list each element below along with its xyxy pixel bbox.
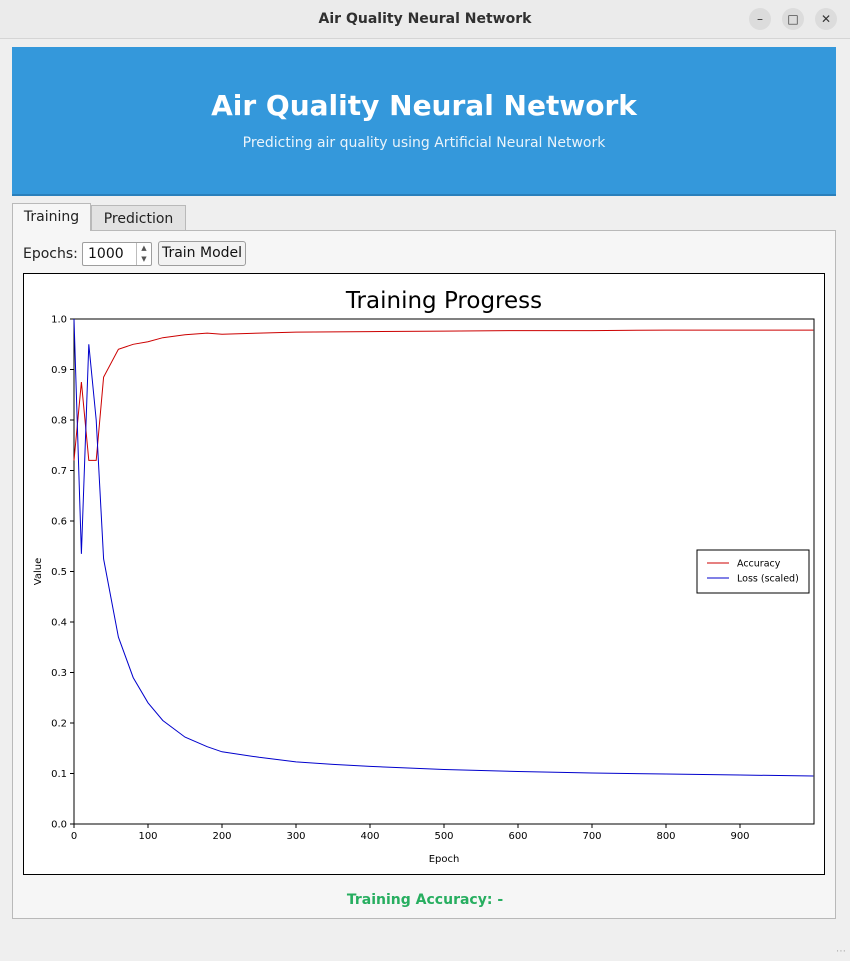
banner-subtitle: Predicting air quality using Artificial … bbox=[242, 135, 606, 151]
x-tick-label: 500 bbox=[434, 831, 453, 842]
maximize-icon[interactable]: □ bbox=[782, 8, 804, 30]
spin-up-icon[interactable]: ▲ bbox=[136, 243, 151, 254]
close-icon[interactable]: ✕ bbox=[815, 8, 837, 30]
series-line-accuracy bbox=[73, 329, 814, 461]
y-tick-label: 0.9 bbox=[51, 365, 67, 376]
tab-prediction[interactable]: Prediction bbox=[91, 205, 186, 230]
tab-training[interactable]: Training bbox=[12, 203, 91, 231]
x-tick-label: 0 bbox=[71, 831, 77, 842]
training-progress-chart: Training Progress 0 100 200 300 400 500 600 700 8… bbox=[23, 273, 825, 875]
banner-title: Air Quality Neural Network bbox=[211, 89, 637, 122]
x-axis-label: Epoch bbox=[429, 854, 460, 865]
x-tick-label: 200 bbox=[212, 831, 231, 842]
chart-svg: Training Progress 0 100 200 300 400 500 600 700 8… bbox=[33, 288, 815, 865]
training-accuracy-status: Training Accuracy: - bbox=[346, 892, 504, 908]
y-tick-label: 1.0 bbox=[51, 315, 67, 326]
window-title: Air Quality Neural Network bbox=[318, 11, 532, 27]
title-bar[interactable]: Air Quality Neural Network – □ ✕ bbox=[0, 0, 850, 39]
series-line-loss bbox=[73, 318, 814, 777]
y-tick-label: 0.2 bbox=[51, 719, 67, 730]
resize-grip-icon[interactable]: ⋯ bbox=[836, 946, 846, 957]
x-tick-label: 100 bbox=[138, 831, 157, 842]
y-tick-label: 0.1 bbox=[51, 769, 67, 780]
x-tick-label: 400 bbox=[360, 831, 379, 842]
legend-label: Accuracy bbox=[737, 559, 781, 570]
train-model-button[interactable]: Train Model bbox=[158, 241, 246, 266]
x-tick-label: 600 bbox=[508, 831, 527, 842]
x-tick-label: 700 bbox=[582, 831, 601, 842]
epochs-spinbox[interactable]: 1000 ▲ ▼ bbox=[82, 242, 152, 266]
legend-box bbox=[696, 549, 810, 594]
y-tick-label: 0.5 bbox=[51, 567, 67, 578]
y-tick-label: 0.4 bbox=[51, 618, 67, 629]
epochs-value[interactable]: 1000 bbox=[88, 246, 124, 262]
y-axis-label: Value bbox=[33, 558, 44, 585]
y-tick-label: 0.7 bbox=[51, 466, 67, 477]
y-tick-label: 0.6 bbox=[51, 517, 67, 528]
y-tick-label: 0.8 bbox=[51, 416, 67, 427]
epochs-label: Epochs: bbox=[23, 246, 78, 262]
spin-down-icon[interactable]: ▼ bbox=[136, 254, 151, 265]
minimize-icon[interactable]: – bbox=[749, 8, 771, 30]
x-tick-label: 900 bbox=[730, 831, 749, 842]
y-tick-label: 0.0 bbox=[51, 820, 67, 831]
x-tick-label: 800 bbox=[656, 831, 675, 842]
x-tick-label: 300 bbox=[286, 831, 305, 842]
chart-title: Training Progress bbox=[345, 288, 542, 314]
y-tick-label: 0.3 bbox=[51, 668, 67, 679]
header-banner: Air Quality Neural Network Predicting ai… bbox=[12, 47, 836, 196]
legend-label: Loss (scaled) bbox=[737, 574, 799, 585]
